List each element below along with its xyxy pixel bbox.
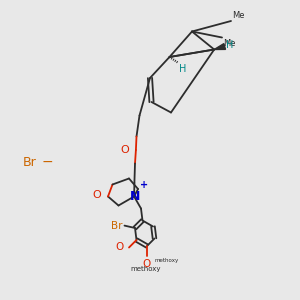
Text: H: H <box>226 40 234 50</box>
Text: O: O <box>142 259 150 269</box>
Text: Br: Br <box>112 220 123 231</box>
Text: methoxy: methoxy <box>154 258 179 263</box>
Text: +: + <box>140 180 148 190</box>
Text: H: H <box>179 64 187 74</box>
Text: Me: Me <box>232 11 245 20</box>
Text: Br: Br <box>22 155 36 169</box>
Text: methoxy: methoxy <box>131 266 161 272</box>
Text: O: O <box>115 242 124 253</box>
Text: −: − <box>41 154 53 168</box>
Text: O: O <box>93 190 101 200</box>
Polygon shape <box>214 44 226 50</box>
Text: N: N <box>130 190 140 203</box>
Text: Me: Me <box>224 39 236 48</box>
Text: O: O <box>121 145 129 155</box>
